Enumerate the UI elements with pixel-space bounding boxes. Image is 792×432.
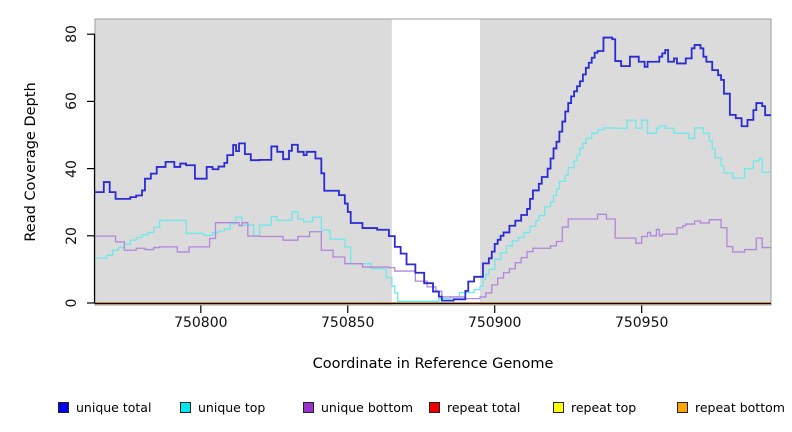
y-tick-label: 60 [64,92,80,111]
series-line-unique-top [95,119,771,302]
legend-swatch-icon [677,401,688,413]
legend-item-repeat-top: repeat top [553,399,636,415]
legend-swatch-icon [180,401,191,413]
y-axis-title: Read Coverage Depth [23,82,39,242]
x-tick-label: 750900 [467,315,522,331]
legend-label: repeat bottom [695,399,785,415]
y-tick-label: 80 [64,25,80,44]
x-tick-label: 750850 [321,315,375,331]
legend: unique total unique top unique bottom repea… [0,399,792,419]
y-tick-label: 0 [64,298,80,308]
legend-item-unique-total: unique total [58,399,151,415]
legend-swatch-icon [58,401,69,413]
legend-swatch-icon [303,401,314,413]
legend-swatch-icon [429,401,440,413]
legend-label: unique total [76,399,152,415]
y-tick-label: 40 [64,159,80,178]
legend-label: unique bottom [321,399,414,415]
legend-item-repeat-total: repeat total [429,399,520,415]
legend-item-unique-bottom: unique bottom [303,399,413,415]
legend-item-unique-top: unique top [180,399,265,415]
highlight-band [391,19,481,305]
axes [87,33,771,313]
x-tick-label: 750950 [614,315,669,331]
legend-label: repeat top [571,399,637,415]
x-tick-label: 750800 [174,315,228,331]
legend-label: unique top [198,399,266,415]
legend-item-repeat-bottom: repeat bottom [677,399,785,415]
x-axis-title: Coordinate in Reference Genome [312,356,554,372]
legend-label: repeat total [447,399,521,415]
y-tick-label: 20 [64,226,80,245]
series-line-unique-total [95,36,771,302]
series-line-unique-bottom [95,213,771,300]
legend-swatch-icon [553,401,564,413]
